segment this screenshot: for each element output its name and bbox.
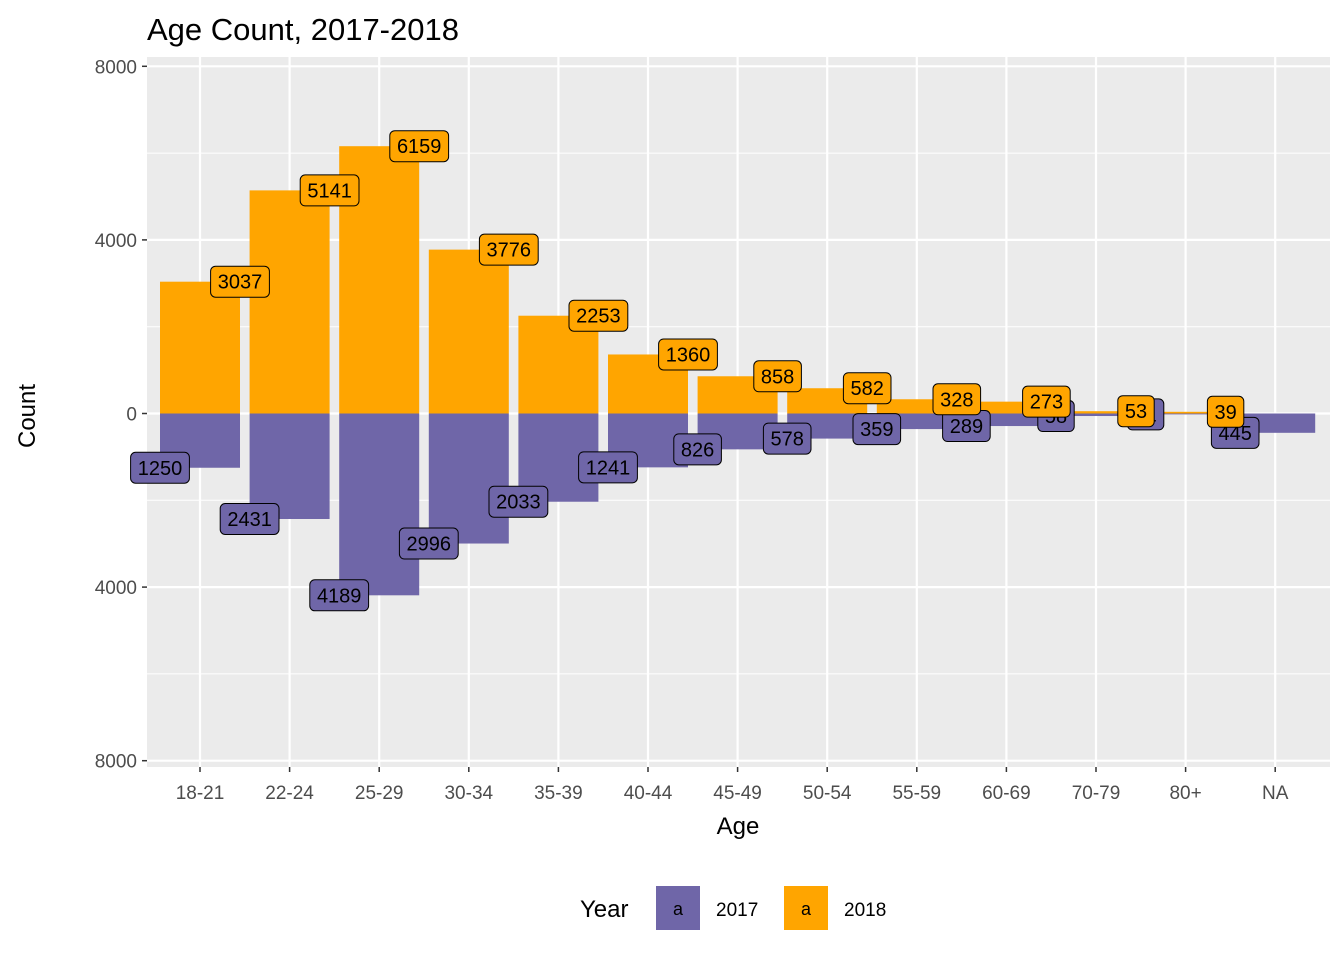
data-label-box-2018 xyxy=(842,372,892,405)
bar-2018 xyxy=(160,281,240,414)
bar-2017 xyxy=(1145,413,1226,415)
bar-2018 xyxy=(518,315,599,414)
data-label-2017: 289 xyxy=(950,416,983,438)
bar-2018 xyxy=(1056,411,1136,414)
x-axis-title: Age xyxy=(717,813,760,840)
bar-2018 xyxy=(966,401,1047,414)
data-label-2018: 1360 xyxy=(666,344,711,366)
x-tick-label: 18-21 xyxy=(176,783,225,804)
bar-2017 xyxy=(1056,413,1136,417)
data-label-box-2017 xyxy=(578,451,638,484)
legend-key-glyph-2017: a xyxy=(673,899,684,919)
x-tick-label: 70-79 xyxy=(1072,783,1121,804)
y-tick-label: 8000 xyxy=(95,57,137,78)
data-labels: 1250 2431 4189 2996 2033 1241 826 578 359 289 582 1… xyxy=(130,130,1260,612)
y-tick-label: 4000 xyxy=(95,231,137,252)
data-label-2017: 2996 xyxy=(407,534,452,556)
data-label-box-2018 xyxy=(568,299,629,332)
y-axis-title: Count xyxy=(14,384,41,448)
data-label-box-2017 xyxy=(130,451,190,484)
x-tick-label: 35-39 xyxy=(534,783,583,804)
data-label-2018: 273 xyxy=(1030,392,1063,414)
data-label-2018: 582 xyxy=(851,378,884,400)
x-tick-label: 50-54 xyxy=(803,783,852,804)
data-label-box-2017 xyxy=(398,527,459,560)
x-tick-label: 30-34 xyxy=(444,783,493,804)
legend-key-2018 xyxy=(784,886,828,930)
bar-2017 xyxy=(339,413,420,596)
x-tick-label: 55-59 xyxy=(892,783,941,804)
data-label-2018: 6159 xyxy=(397,136,442,158)
data-label-box-2017 xyxy=(852,413,902,446)
data-label-box-2018 xyxy=(299,174,360,207)
data-label-box-2018 xyxy=(210,265,270,298)
data-label-box-2018 xyxy=(1022,385,1071,418)
x-tick-label: 60-69 xyxy=(982,783,1031,804)
data-label-2017: 1250 xyxy=(138,458,183,480)
legend: Year a 2017 a 2018 xyxy=(580,886,886,930)
y-axis: 8000 4000 0 4000 8000 xyxy=(95,57,147,773)
legend-key-2017 xyxy=(656,886,700,930)
x-tick-label: 80+ xyxy=(1169,783,1201,804)
legend-label-2018: 2018 xyxy=(844,900,886,921)
bar-2018 xyxy=(249,190,330,414)
data-label-2017: 578 xyxy=(771,429,804,451)
data-label-box-2017 xyxy=(762,422,812,455)
bar-2017 xyxy=(428,413,509,544)
data-label-box-2018 xyxy=(389,130,450,163)
data-label-box-2018 xyxy=(1117,395,1155,428)
x-tick-label: 22-24 xyxy=(265,783,314,804)
bar-2018 xyxy=(428,249,509,414)
bar-2018 xyxy=(1145,411,1226,414)
x-tick-label: 40-44 xyxy=(624,783,673,804)
data-label-2017: 826 xyxy=(681,439,714,461)
data-label-box-2018 xyxy=(932,383,982,416)
data-label-box-2017 xyxy=(309,579,370,612)
data-label-2017: 1241 xyxy=(586,457,631,479)
x-tick-label: 45-49 xyxy=(713,783,762,804)
data-label-box-2018 xyxy=(478,233,539,266)
data-label-2018: 39 xyxy=(1214,402,1236,424)
data-label-2018: 53 xyxy=(1125,401,1147,423)
legend-key-glyph-2018: a xyxy=(801,899,812,919)
legend-label-2017: 2017 xyxy=(716,900,758,921)
y-tick-label: 8000 xyxy=(95,752,137,773)
data-label-2018: 3037 xyxy=(218,272,263,294)
data-label-box-2017 xyxy=(219,503,280,536)
bar-2017 xyxy=(249,413,330,520)
chart-title: Age Count, 2017-2018 xyxy=(147,12,459,47)
data-label-box-2018 xyxy=(658,338,718,371)
data-label-2017: 4189 xyxy=(317,585,362,607)
data-label-2018: 328 xyxy=(940,389,973,411)
legend-title: Year xyxy=(580,896,629,923)
data-label-2018: 3776 xyxy=(487,240,532,262)
data-label-2017: 445 xyxy=(1219,423,1252,445)
data-label-box-2017 xyxy=(488,485,549,518)
x-tick-label: NA xyxy=(1262,783,1289,804)
y-tick-label: 4000 xyxy=(95,578,137,599)
data-label-box-2018 xyxy=(753,360,802,393)
y-tick-label: 0 xyxy=(126,405,137,426)
x-axis: 18-21 22-24 25-29 30-34 35-39 40-44 45-49 50-54… xyxy=(176,767,1289,804)
data-label-2018: 858 xyxy=(761,366,794,388)
x-tick-label: 25-29 xyxy=(355,783,404,804)
data-label-2017: 2033 xyxy=(496,492,541,514)
data-label-2018: 5141 xyxy=(307,180,352,202)
data-label-2017: 2431 xyxy=(227,509,272,531)
data-label-box-2017 xyxy=(673,433,722,466)
data-label-2018: 2253 xyxy=(576,306,621,328)
data-label-2017: 359 xyxy=(860,419,893,441)
data-label-box-2018 xyxy=(1206,395,1245,428)
